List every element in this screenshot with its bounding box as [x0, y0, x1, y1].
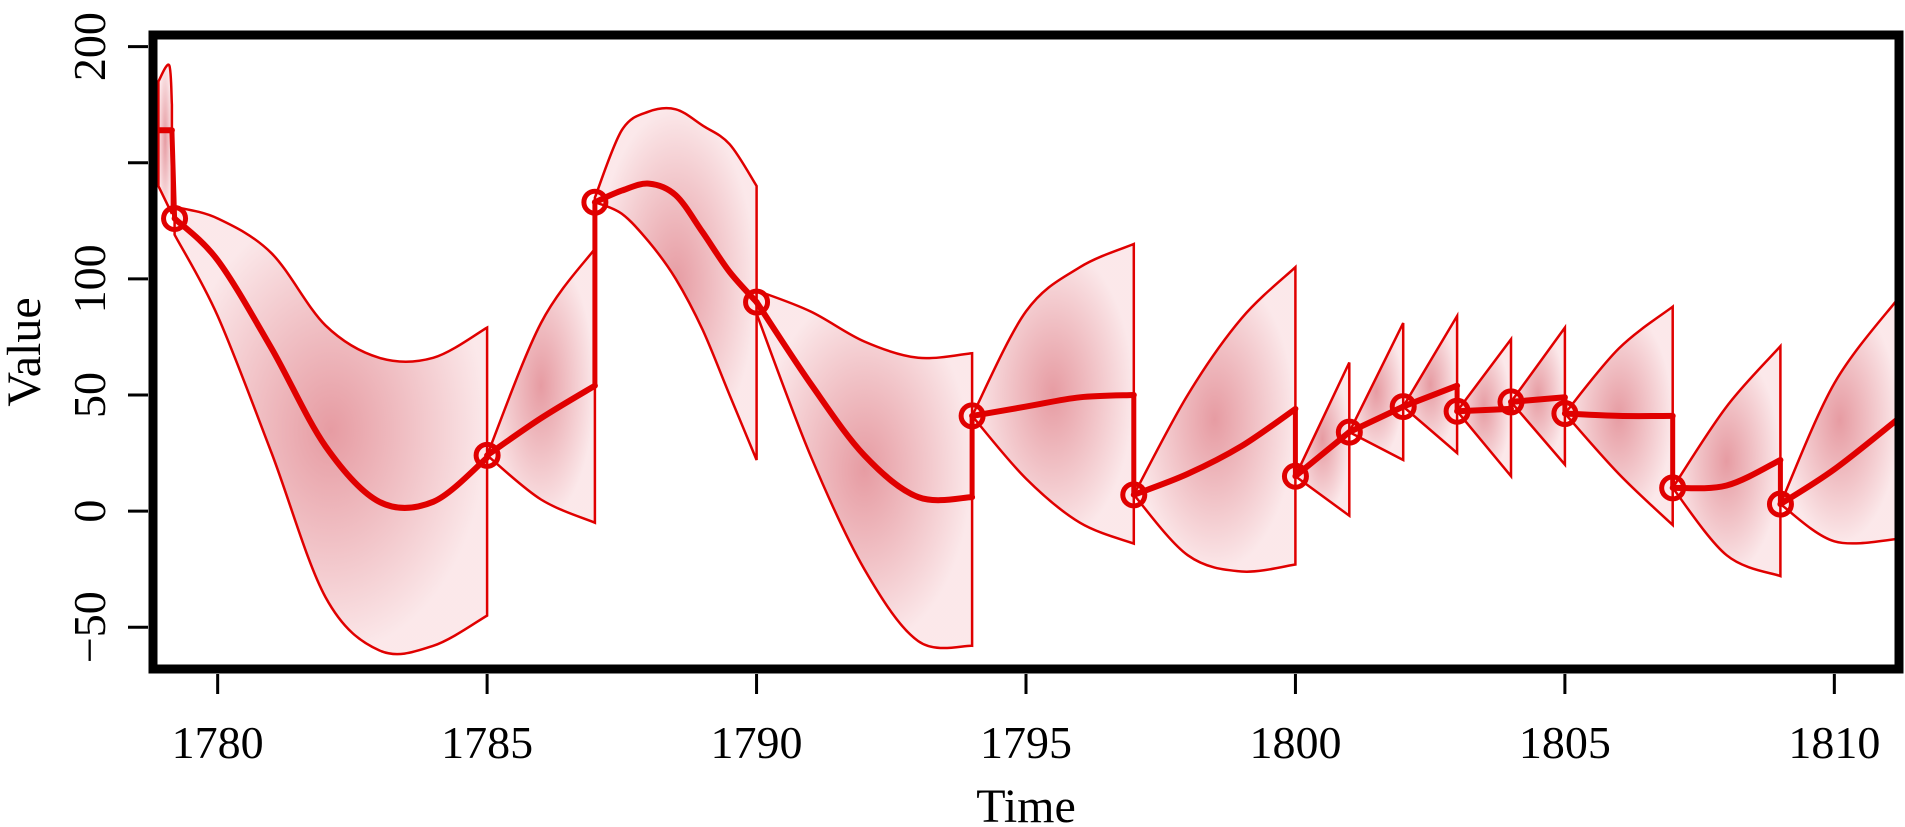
- band-segment: [1671, 342, 1782, 578]
- observation-point: [1389, 393, 1417, 421]
- y-tick-label: 50: [64, 372, 115, 418]
- x-tick-label: 1780: [172, 717, 264, 768]
- mean-line-segment: [591, 180, 760, 306]
- mean-line-segment: [1777, 415, 1899, 508]
- x-tick-label: 1785: [441, 717, 533, 768]
- plot-frame: [148, 30, 1904, 674]
- x-tick-label: 1805: [1519, 717, 1611, 768]
- observation-point: [581, 188, 609, 216]
- band-segment: [1401, 311, 1459, 456]
- observation-point: [1335, 418, 1363, 446]
- band-segment: [755, 288, 974, 650]
- mean-jump: [169, 130, 178, 219]
- y-tick-label: 200: [64, 12, 115, 81]
- band-segment: [1778, 295, 1899, 545]
- band-segment: [173, 205, 489, 656]
- observation-point: [1551, 400, 1579, 428]
- y-tick-label: 100: [64, 244, 115, 313]
- x-tick-label: 1795: [980, 717, 1072, 768]
- observation-points: [161, 188, 1794, 518]
- x-tick-label: 1790: [711, 717, 803, 768]
- observation-point: [1281, 462, 1309, 490]
- x-tick-label: 1810: [1788, 717, 1880, 768]
- x-axis: 1780 1785 1790 1795 1800 1805 1810: [172, 674, 1880, 768]
- y-axis: −50 0 50 100 200: [64, 12, 148, 663]
- y-axis-title: Value: [0, 297, 51, 406]
- mean-line-segment: [753, 299, 976, 504]
- observation-point: [958, 402, 986, 430]
- observation-point: [1766, 490, 1794, 518]
- band-segment: [485, 244, 597, 525]
- observation-point: [1120, 481, 1148, 509]
- observation-point: [1659, 474, 1687, 502]
- observation-point: [743, 288, 771, 316]
- y-tick-label: 0: [64, 500, 115, 523]
- observation-point: [473, 441, 501, 469]
- mean-lines: [155, 127, 1899, 512]
- x-tick-label: 1800: [1249, 717, 1341, 768]
- x-axis-title: Time: [976, 780, 1076, 827]
- mean-line-segment: [484, 382, 598, 459]
- mean-line-segment: [1561, 410, 1676, 420]
- band-segment: [157, 63, 174, 215]
- mean-line-segment: [969, 392, 1137, 419]
- band-segment: [970, 242, 1136, 546]
- observation-point: [1443, 397, 1471, 425]
- band-segment: [1132, 264, 1297, 573]
- mean-line-segment: [171, 215, 491, 512]
- observation-point: [161, 204, 189, 232]
- mean-line-segment: [1130, 405, 1299, 498]
- y-tick-label: −50: [64, 591, 115, 663]
- band-segment: [593, 106, 758, 461]
- observation-point: [1497, 388, 1525, 416]
- uncertainty-bands: [157, 63, 1899, 656]
